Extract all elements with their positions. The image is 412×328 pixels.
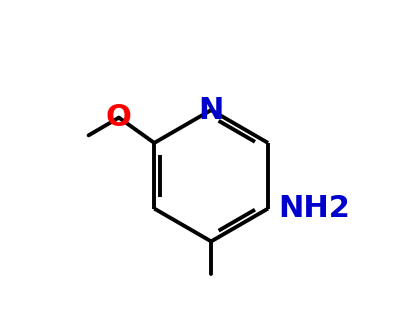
Text: NH2: NH2 [278, 194, 350, 223]
Text: O: O [106, 103, 132, 132]
Text: N: N [199, 95, 224, 125]
